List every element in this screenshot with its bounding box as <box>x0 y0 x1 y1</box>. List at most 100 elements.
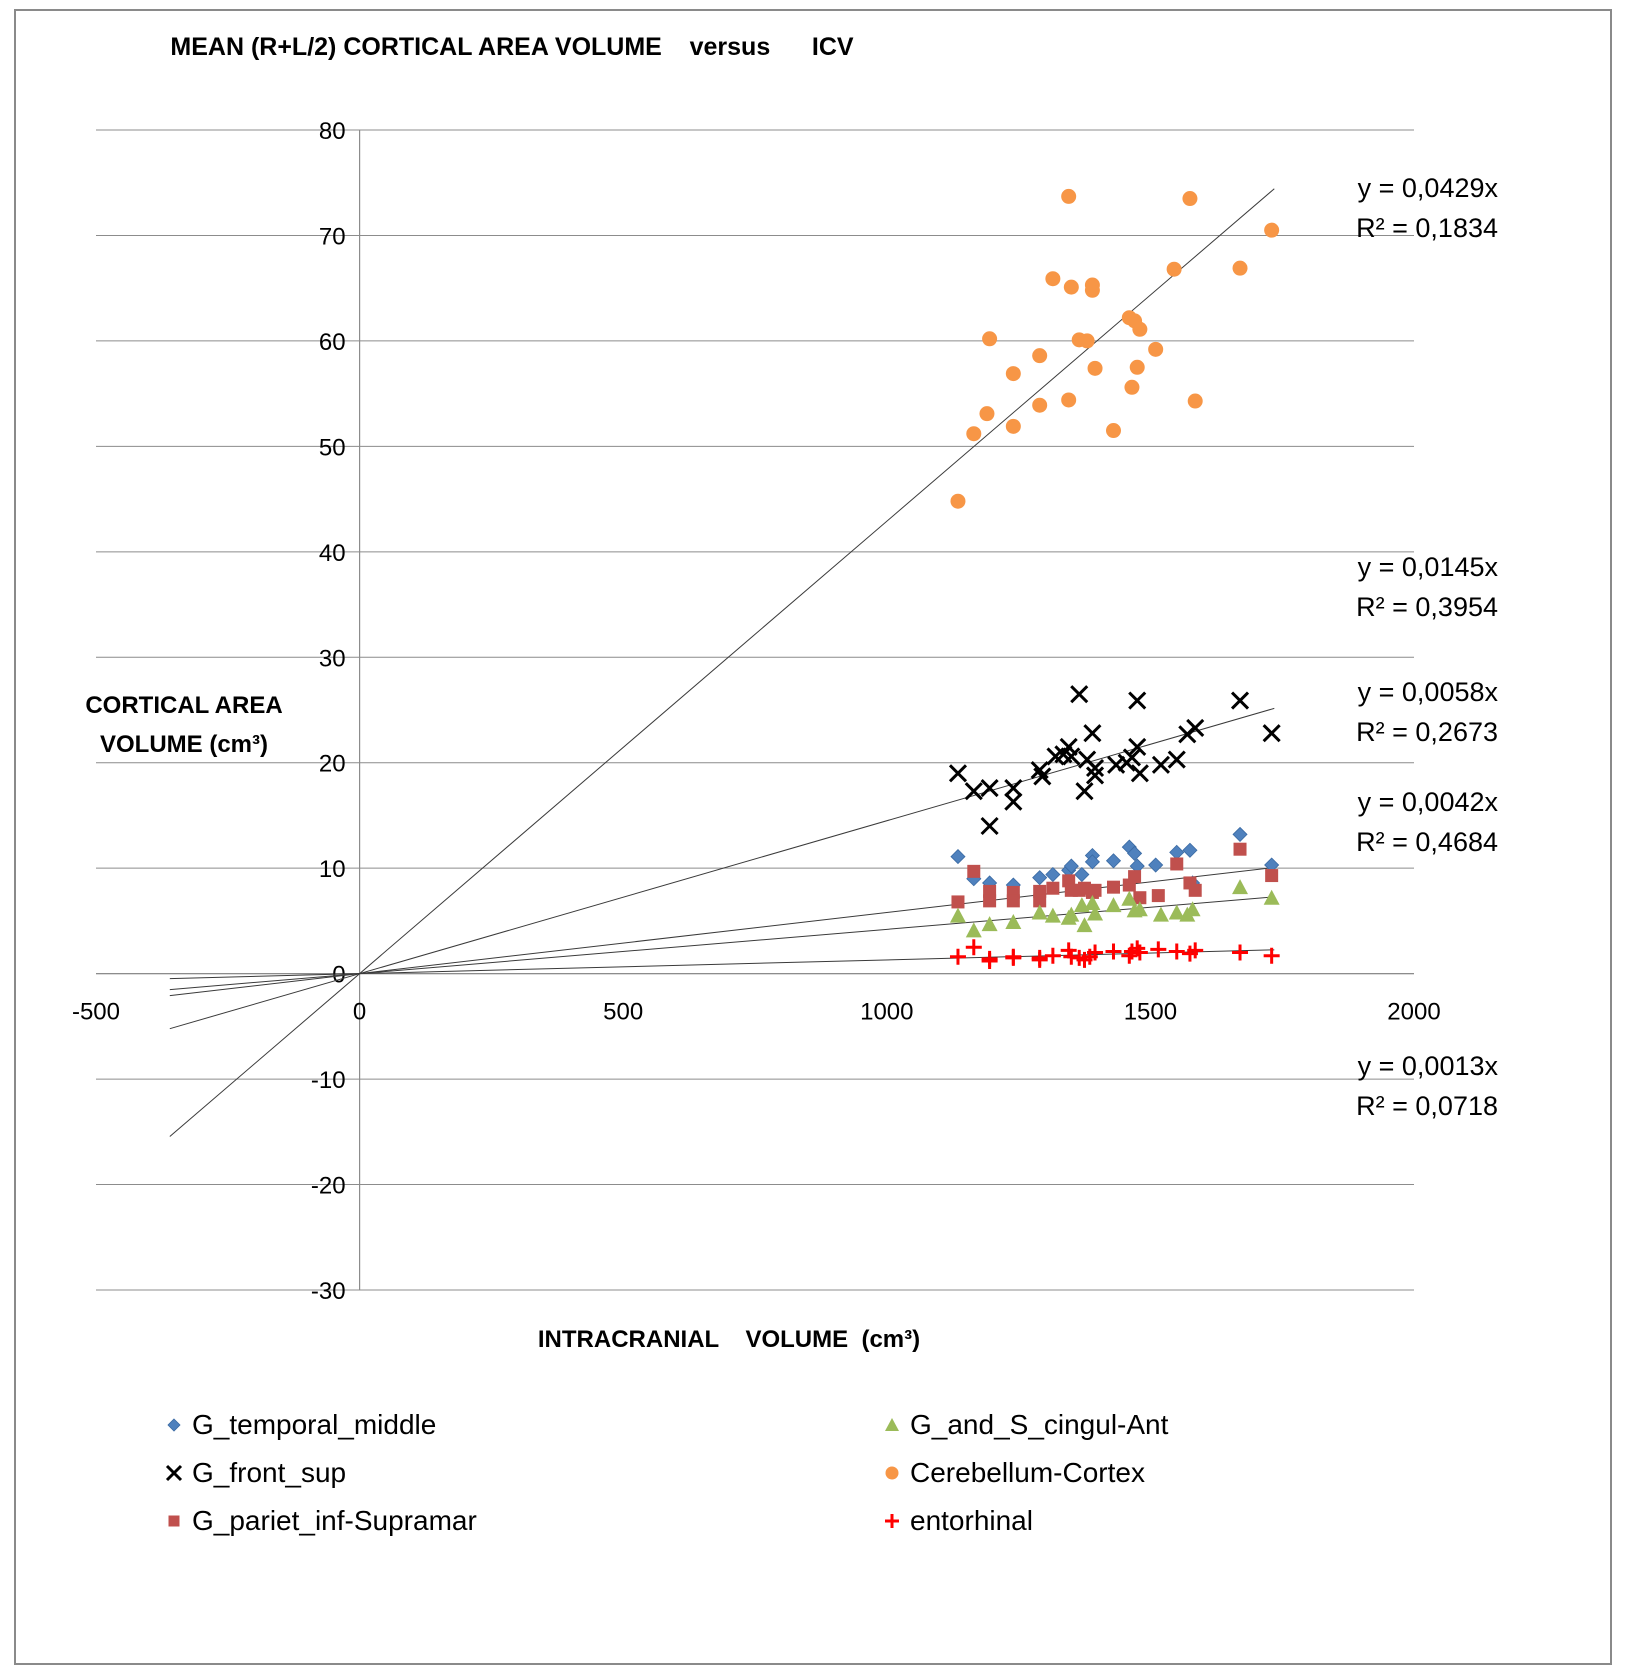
data-point <box>1063 906 1080 922</box>
data-point <box>980 816 999 836</box>
y-tick-label: 50 <box>319 434 346 461</box>
data-point <box>1131 944 1148 961</box>
data-point <box>965 922 982 938</box>
x-tick-label: 1000 <box>860 999 913 1026</box>
data-point <box>1046 881 1060 895</box>
data-point <box>1168 904 1185 920</box>
data-point <box>949 948 966 965</box>
x-tick-label: 1500 <box>1124 999 1177 1026</box>
legend-item: G_and_S_cingul-Ant <box>885 1409 1169 1440</box>
y-tick-label: 70 <box>319 223 346 250</box>
data-point <box>1045 271 1061 287</box>
data-point <box>1084 854 1100 870</box>
legend-marker <box>167 1418 181 1432</box>
data-point <box>1151 755 1171 774</box>
data-point <box>1130 764 1149 783</box>
scatter-chart: MEAN (R+L/2) CORTICAL AREA VOLUME versus… <box>72 33 1499 1536</box>
legend-item: G_pariet_inf-Supramar <box>168 1505 477 1536</box>
data-point <box>1105 897 1122 913</box>
gridlines <box>96 129 1414 1291</box>
data-point <box>949 907 966 923</box>
data-point <box>1033 894 1047 908</box>
data-point <box>1005 948 1022 965</box>
data-point <box>1128 691 1147 710</box>
data-points <box>948 188 1281 969</box>
data-point <box>1264 222 1280 238</box>
legend-marker <box>885 1466 899 1480</box>
data-point <box>1167 750 1186 769</box>
data-point <box>1152 906 1169 922</box>
legend-item: entorhinal <box>885 1505 1033 1536</box>
data-point <box>1005 366 1021 382</box>
y-tick-label: 30 <box>319 645 346 672</box>
data-point <box>1170 857 1184 871</box>
x-tick-labels: -500 0 500 1000 1500 2000 <box>72 999 1441 1026</box>
data-point <box>1148 341 1164 357</box>
legend-label: G_and_S_cingul-Ant <box>910 1409 1169 1440</box>
series-entorhinal <box>949 939 1280 969</box>
data-point <box>980 778 999 798</box>
data-point <box>1168 943 1185 960</box>
trendline-equation: y = 0,0042x <box>1358 787 1499 817</box>
data-point <box>1074 866 1090 883</box>
data-point <box>1083 724 1102 743</box>
legend-label: G_front_sup <box>192 1457 346 1488</box>
legend: G_temporal_middle G_front_sup G_pariet_inf… <box>165 1409 1169 1536</box>
data-point <box>1150 941 1167 958</box>
data-point <box>1044 947 1061 964</box>
data-point <box>1182 191 1198 207</box>
legend-marker <box>885 1514 899 1528</box>
trendline-equations: y = 0,0058x R² = 0,2673 y = 0,0145x R² = 0,… <box>1356 173 1498 1121</box>
data-point <box>1148 857 1164 873</box>
data-point <box>1262 724 1281 743</box>
data-point <box>1045 866 1061 883</box>
data-point <box>1004 792 1023 811</box>
legend-label: entorhinal <box>910 1505 1033 1536</box>
series-G_and_S_cingul-Ant <box>949 879 1280 938</box>
x-tick-label: -500 <box>72 999 120 1026</box>
y-tick-labels: 80706050403020100-10-20-30 <box>311 118 346 1305</box>
data-point <box>1166 261 1182 277</box>
data-point <box>1131 901 1148 917</box>
data-point <box>966 426 982 442</box>
data-point <box>1062 747 1081 766</box>
data-point <box>1124 379 1140 395</box>
data-point <box>979 406 995 422</box>
trendline-r-squared: R² = 0,3954 <box>1356 592 1498 622</box>
data-point <box>1105 423 1121 439</box>
data-point <box>1088 883 1102 897</box>
trendline-equation: y = 0,0429x <box>1358 173 1499 203</box>
data-point <box>1187 942 1204 959</box>
data-point <box>1063 279 1079 295</box>
data-point <box>1070 685 1089 704</box>
legend-item: G_temporal_middle <box>167 1409 436 1440</box>
data-point <box>1079 333 1095 349</box>
x-tick-label: 500 <box>603 999 643 1026</box>
trendline-r-squared: R² = 0,0718 <box>1356 1091 1498 1121</box>
legend-marker <box>885 1418 899 1431</box>
data-point <box>1263 947 1280 964</box>
data-point <box>1127 845 1143 861</box>
y-tick-label: 80 <box>319 118 346 145</box>
data-point <box>1232 826 1248 843</box>
data-point <box>983 894 997 908</box>
data-point <box>1133 891 1147 905</box>
data-point <box>965 939 982 956</box>
data-point <box>981 950 998 967</box>
data-point <box>1087 944 1104 961</box>
data-point <box>1128 870 1142 884</box>
data-point <box>1033 767 1052 786</box>
data-point <box>948 764 968 783</box>
x-tick-label: 2000 <box>1387 999 1440 1026</box>
data-point <box>1230 691 1250 710</box>
data-point <box>1084 282 1100 298</box>
data-point <box>1076 917 1093 933</box>
y-tick-label: -30 <box>311 1278 346 1305</box>
data-point <box>1032 397 1048 413</box>
data-point <box>1087 905 1104 921</box>
x-axis-label: INTRACRANIAL VOLUME (cm³) <box>538 1326 920 1353</box>
data-point <box>1129 359 1145 375</box>
data-point <box>1032 348 1048 364</box>
data-point <box>1087 360 1103 376</box>
legend-label: Cerebellum-Cortex <box>910 1457 1145 1488</box>
